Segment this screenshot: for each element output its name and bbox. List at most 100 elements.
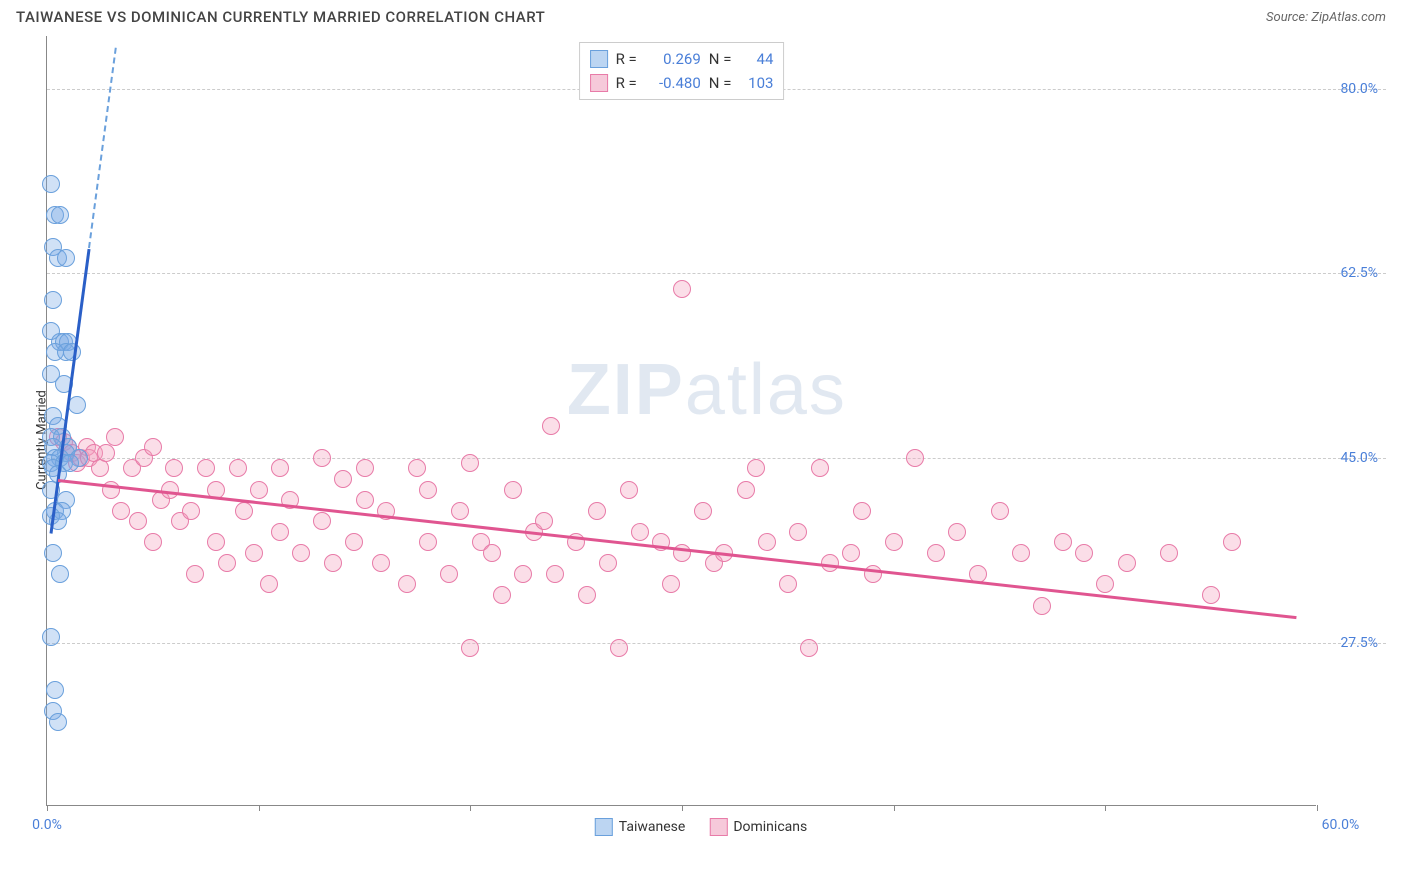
swatch-dominicans: [590, 74, 608, 92]
plot-area: ZIPatlas R = 0.269 N = 44 R = -0.480 N =…: [46, 36, 1316, 806]
data-point-dominicans: [461, 454, 479, 472]
data-point-dominicans: [106, 428, 124, 446]
data-point-dominicans: [948, 523, 966, 541]
data-point-taiwanese: [46, 681, 64, 699]
x-tick: [259, 805, 260, 811]
data-point-dominicans: [356, 491, 374, 509]
data-point-dominicans: [546, 565, 564, 583]
legend-item-dominicans: Dominicans: [709, 818, 807, 836]
chart-header: TAIWANESE VS DOMINICAN CURRENTLY MARRIED…: [0, 0, 1406, 30]
data-point-dominicans: [483, 544, 501, 562]
data-point-dominicans: [493, 586, 511, 604]
data-point-dominicans: [165, 459, 183, 477]
data-point-dominicans: [535, 512, 553, 530]
data-point-taiwanese: [51, 565, 69, 583]
data-point-dominicans: [260, 575, 278, 593]
data-point-dominicans: [1012, 544, 1030, 562]
data-point-dominicans: [620, 481, 638, 499]
data-point-dominicans: [885, 533, 903, 551]
data-point-dominicans: [673, 280, 691, 298]
data-point-dominicans: [356, 459, 374, 477]
data-point-dominicans: [789, 523, 807, 541]
data-point-dominicans: [599, 554, 617, 572]
data-point-dominicans: [588, 502, 606, 520]
data-point-dominicans: [991, 502, 1009, 520]
data-point-dominicans: [419, 533, 437, 551]
r-value-taiwanese: 0.269: [645, 47, 701, 71]
x-tick: [1317, 805, 1318, 811]
data-point-dominicans: [144, 438, 162, 456]
chart-container: Currently Married ZIPatlas R = 0.269 N =…: [16, 30, 1386, 850]
y-tick-label: 80.0%: [1323, 81, 1378, 97]
data-point-dominicans: [440, 565, 458, 583]
x-tick: [470, 805, 471, 811]
data-point-dominicans: [811, 459, 829, 477]
n-value-dominicans: 103: [739, 71, 773, 95]
data-point-taiwanese: [51, 206, 69, 224]
data-point-dominicans: [1096, 575, 1114, 593]
legend-label-dominicans: Dominicans: [733, 819, 807, 835]
data-point-dominicans: [97, 444, 115, 462]
grid-line: [47, 273, 1386, 274]
data-point-dominicans: [779, 575, 797, 593]
data-point-taiwanese: [57, 249, 75, 267]
stat-legend: R = 0.269 N = 44 R = -0.480 N = 103: [579, 42, 785, 100]
data-point-dominicans: [334, 470, 352, 488]
data-point-dominicans: [1160, 544, 1178, 562]
data-point-dominicans: [578, 586, 596, 604]
data-point-dominicans: [747, 459, 765, 477]
grid-line: [47, 643, 1386, 644]
data-point-dominicans: [161, 481, 179, 499]
data-point-dominicans: [694, 502, 712, 520]
x-tick: [682, 805, 683, 811]
stat-row-taiwanese: R = 0.269 N = 44: [590, 47, 774, 71]
y-tick-label: 62.5%: [1323, 265, 1378, 281]
data-point-dominicans: [542, 417, 560, 435]
data-point-dominicans: [927, 544, 945, 562]
data-point-dominicans: [313, 449, 331, 467]
data-point-dominicans: [408, 459, 426, 477]
swatch-taiwanese: [590, 50, 608, 68]
x-tick: [1105, 805, 1106, 811]
r-value-dominicans: -0.480: [645, 71, 701, 95]
data-point-dominicans: [853, 502, 871, 520]
data-point-dominicans: [207, 533, 225, 551]
chart-source: Source: ZipAtlas.com: [1266, 10, 1386, 25]
data-point-dominicans: [144, 533, 162, 551]
data-point-dominicans: [271, 523, 289, 541]
data-point-dominicans: [842, 544, 860, 562]
data-point-dominicans: [1054, 533, 1072, 551]
data-point-dominicans: [514, 565, 532, 583]
data-point-taiwanese: [44, 544, 62, 562]
data-point-dominicans: [245, 544, 263, 562]
stat-row-dominicans: R = -0.480 N = 103: [590, 71, 774, 95]
grid-line: [47, 458, 1386, 459]
data-point-dominicans: [800, 639, 818, 657]
y-tick-label: 45.0%: [1323, 450, 1378, 466]
data-point-dominicans: [610, 639, 628, 657]
data-point-dominicans: [906, 449, 924, 467]
data-point-dominicans: [1118, 554, 1136, 572]
data-point-dominicans: [186, 565, 204, 583]
data-point-dominicans: [182, 502, 200, 520]
data-point-dominicans: [129, 512, 147, 530]
data-point-dominicans: [313, 512, 331, 530]
data-point-dominicans: [504, 481, 522, 499]
data-point-dominicans: [250, 481, 268, 499]
legend-label-taiwanese: Taiwanese: [619, 819, 686, 835]
data-point-dominicans: [235, 502, 253, 520]
x-tick-label: 60.0%: [1322, 817, 1360, 833]
data-point-dominicans: [197, 459, 215, 477]
data-point-dominicans: [218, 554, 236, 572]
data-point-taiwanese: [44, 291, 62, 309]
data-point-dominicans: [1075, 544, 1093, 562]
data-point-dominicans: [451, 502, 469, 520]
chart-title: TAIWANESE VS DOMINICAN CURRENTLY MARRIED…: [16, 8, 545, 26]
data-point-dominicans: [1223, 533, 1241, 551]
data-point-taiwanese: [42, 628, 60, 646]
data-point-dominicans: [292, 544, 310, 562]
data-point-dominicans: [419, 481, 437, 499]
r-label-2: R =: [616, 71, 637, 95]
data-point-dominicans: [112, 502, 130, 520]
y-tick-label: 27.5%: [1323, 635, 1378, 651]
